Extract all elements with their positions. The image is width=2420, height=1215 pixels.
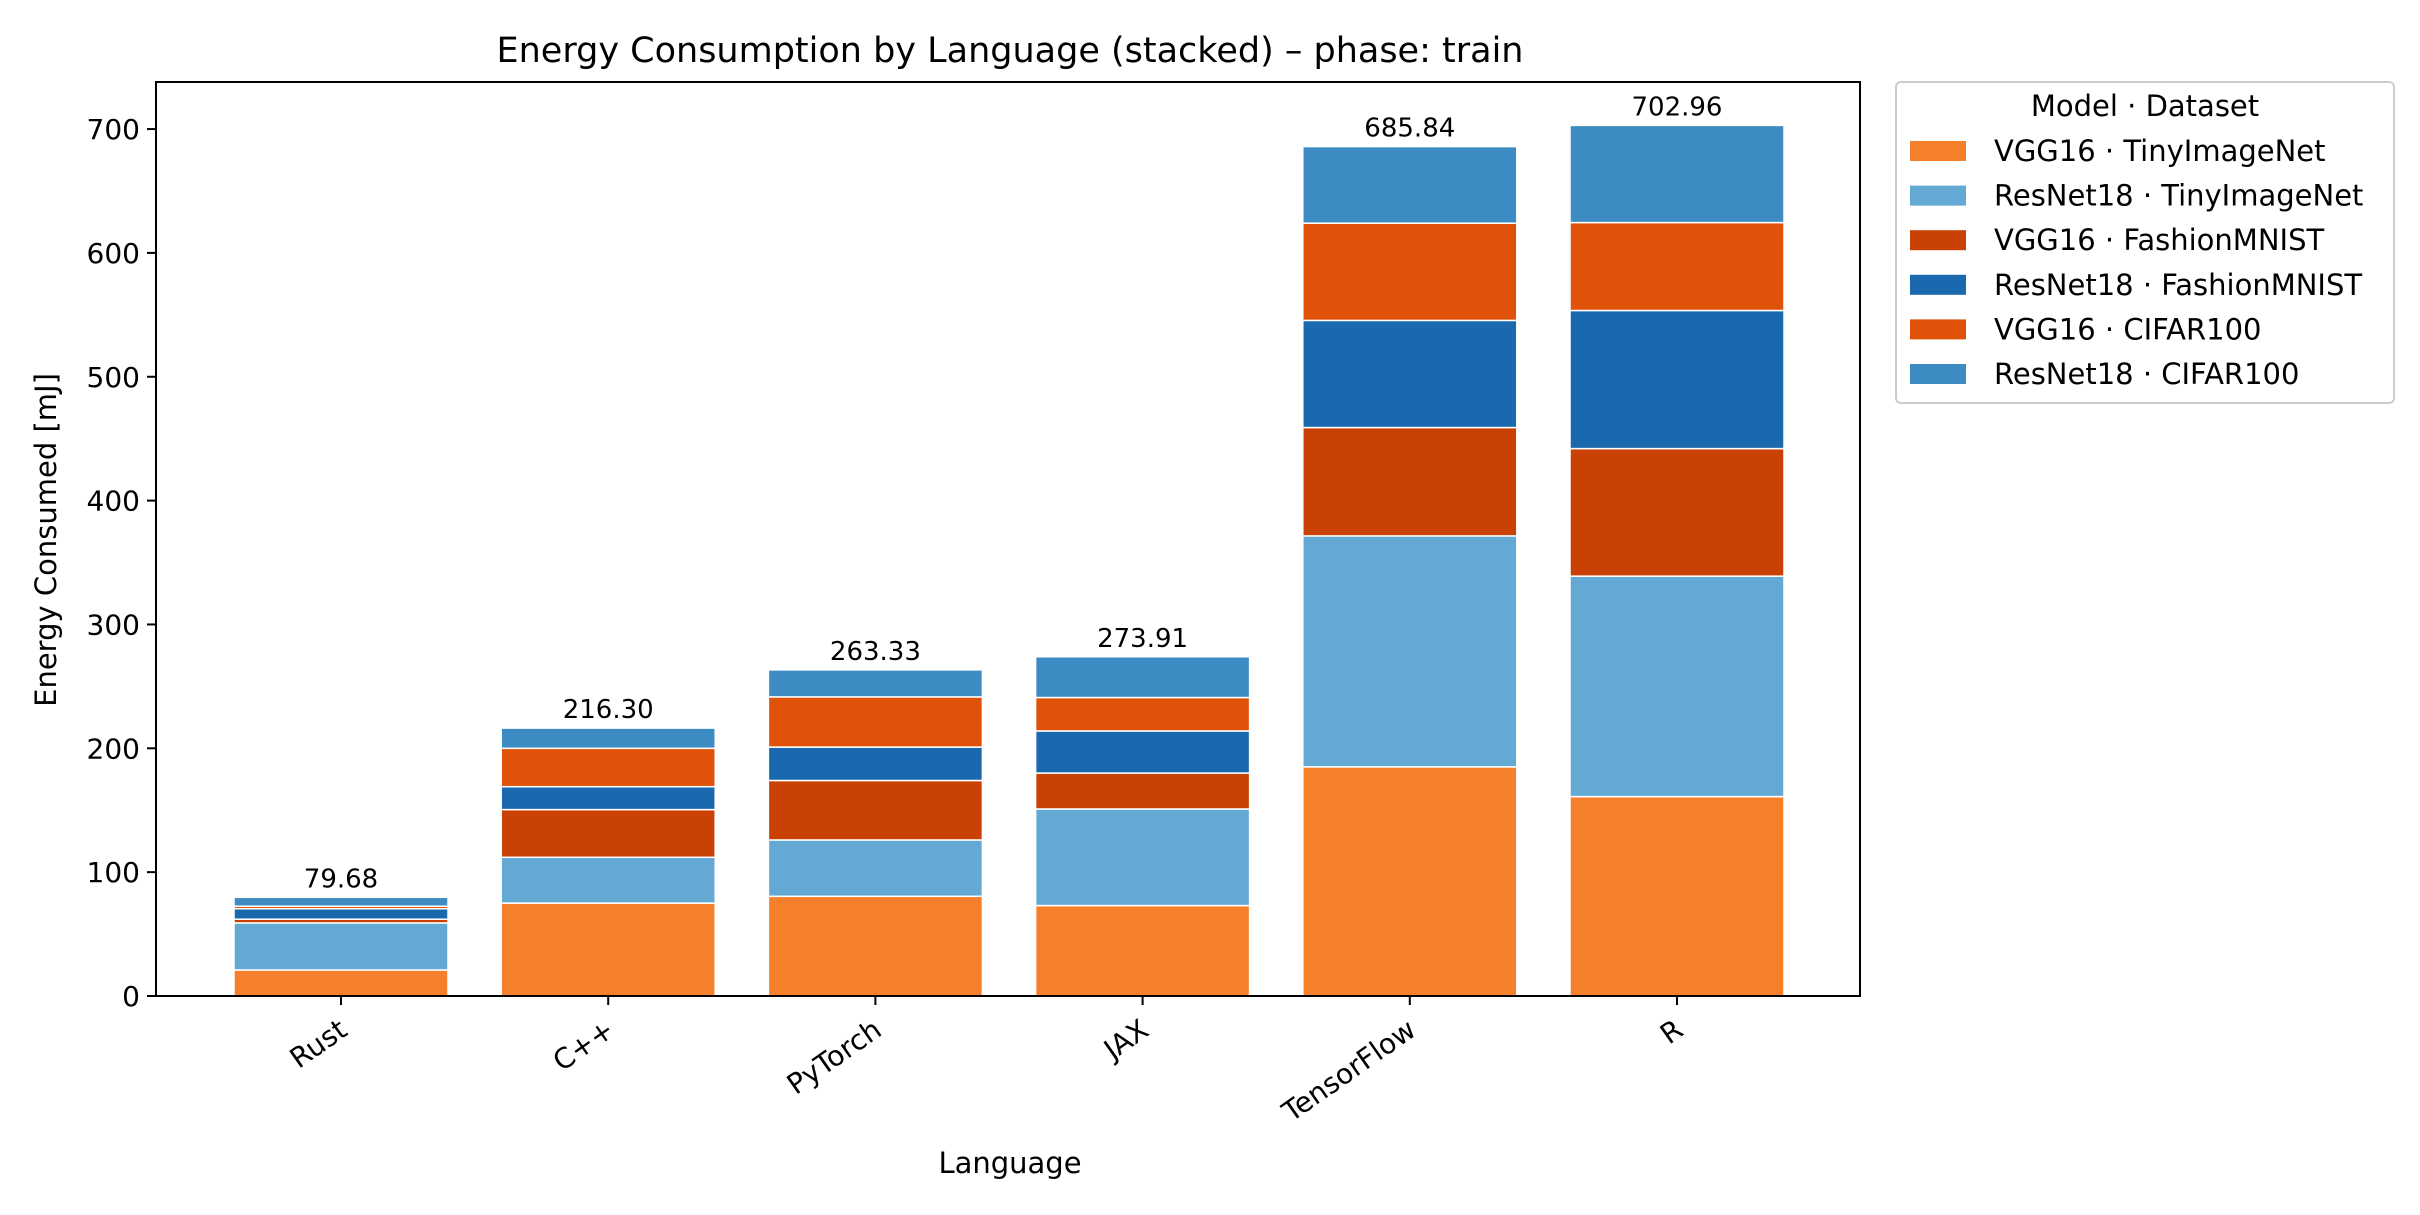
legend: Model · Dataset VGG16 · TinyImageNet ResN… (1895, 81, 2395, 404)
legend-entry-label: VGG16 · TinyImageNet (1994, 134, 2326, 168)
y-axis-label: Energy Consumed [mJ] (29, 373, 63, 707)
total-value-label: 79.68 (304, 864, 378, 894)
legend-swatch (1910, 319, 1966, 340)
bar-segment (500, 808, 716, 859)
bars-layer (233, 124, 1785, 997)
bar-segment (1302, 426, 1518, 537)
bar-segment (500, 856, 716, 904)
total-labels: 79.68 216.30 263.33 273.91 685.84 702.96 (304, 92, 1723, 894)
legend-swatch (1910, 185, 1966, 206)
bar-segment (500, 785, 716, 811)
legend-title: Model · Dataset (2031, 89, 2259, 123)
total-value-label: 702.96 (1632, 92, 1723, 122)
bar-segment (767, 779, 984, 841)
bar-segment (1569, 447, 1785, 577)
legend-entry-label: ResNet18 · TinyImageNet (1994, 179, 2363, 213)
y-tick-label: 0 (122, 980, 140, 1013)
bar-segment (233, 896, 449, 907)
y-tick-label: 200 (87, 732, 140, 765)
y-tick-label: 400 (87, 485, 140, 518)
bar-segment (1302, 535, 1518, 768)
bar-segment (500, 747, 716, 788)
y-tick-label: 500 (87, 361, 140, 394)
y-tick-label: 300 (87, 608, 140, 641)
legend-box (1895, 81, 2395, 404)
bar-segment (233, 969, 449, 997)
bar-segment (1569, 309, 1785, 450)
legend-entry-label: ResNet18 · CIFAR100 (1994, 357, 2299, 391)
y-axis-ticks: 0 100 200 300 400 500 600 700 (87, 113, 156, 1013)
y-tick-label: 700 (87, 113, 140, 146)
plot-area-frame (155, 81, 1861, 997)
legend-swatch (1910, 364, 1966, 384)
legend-entry-label: VGG16 · FashionMNIST (1994, 223, 2324, 257)
bar-segment (233, 907, 449, 920)
legend-swatch (1910, 274, 1966, 295)
chart-title: Energy Consumption by Language (stacked)… (497, 31, 1524, 71)
bar-segment (1034, 696, 1251, 732)
total-value-label: 263.33 (830, 637, 921, 667)
x-axis-label: Language (938, 1146, 1081, 1180)
bar-segment (1034, 656, 1251, 699)
bar-segment (767, 669, 984, 698)
bar-segment (233, 922, 449, 971)
bar-segment (1302, 766, 1518, 997)
legend-swatch (1910, 141, 1966, 161)
bar-segment (500, 902, 716, 997)
bar-segment (1302, 222, 1518, 322)
bar-segment (1302, 145, 1518, 224)
bar-segment (1569, 575, 1785, 798)
bar-segment (500, 727, 716, 750)
y-tick-label: 600 (87, 237, 140, 270)
legend-entry-label: VGG16 · CIFAR100 (1994, 312, 2262, 346)
total-value-label: 273.91 (1097, 624, 1188, 654)
bar-segment (1569, 795, 1785, 997)
bar-segment (1034, 772, 1251, 810)
bar-segment (767, 746, 984, 782)
bar-segment (1569, 221, 1785, 312)
total-value-label: 216.30 (563, 695, 654, 725)
bar-segment (1034, 730, 1251, 774)
bar-segment (1302, 319, 1518, 429)
legend-swatch (1910, 230, 1966, 251)
bar-segment (1034, 904, 1251, 997)
total-value-label: 685.84 (1364, 114, 1455, 144)
bar-segment (1034, 808, 1251, 907)
legend-entry-label: ResNet18 · FashionMNIST (1994, 268, 2362, 302)
bar-segment (767, 696, 984, 748)
bar-segment (767, 895, 984, 997)
y-tick-label: 100 (87, 856, 140, 889)
bar-segment (767, 839, 984, 898)
bar-segment (1569, 124, 1785, 224)
